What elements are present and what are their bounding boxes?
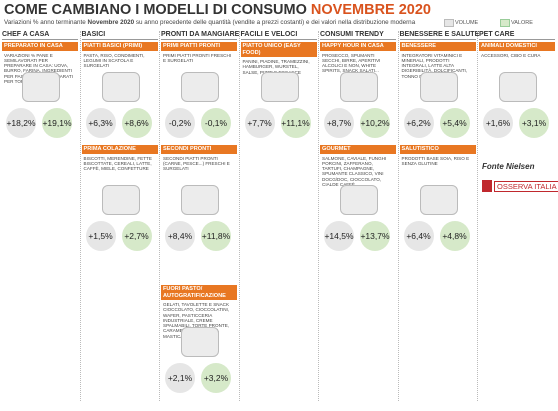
card-description: BISCOTTI, MERENDINE, FETTE BISCOTTATE, C… bbox=[83, 155, 152, 172]
valore-value: +5,4% bbox=[439, 108, 470, 138]
volume-value: +7,7% bbox=[244, 108, 275, 138]
volume-value: +2,1% bbox=[165, 363, 195, 393]
card-label: PREPARATO IN CASA bbox=[2, 42, 78, 51]
title-highlight: NOVEMBRE 2020 bbox=[310, 2, 431, 18]
legend-swatch bbox=[500, 19, 510, 27]
card: HAPPY HOUR IN CASA PROSECCO, SPUMANTI SEC… bbox=[320, 42, 396, 140]
legend-swatch bbox=[444, 19, 454, 27]
column-separator bbox=[477, 31, 478, 401]
valore-value: +19,1% bbox=[42, 108, 72, 138]
title: COME CAMBIANO I MODELLI DI CONSUMO NOVEM… bbox=[4, 2, 431, 18]
logo-mark bbox=[482, 180, 492, 192]
card: BENESSERE INTEGRATORI VITAMINICI E MINERA… bbox=[399, 42, 476, 140]
valore-value: +8,6% bbox=[121, 108, 152, 138]
column-title: CHEF A CASA bbox=[2, 31, 78, 40]
volume-value: +1,5% bbox=[85, 221, 116, 251]
card: PRIMA COLAZIONE BISCOTTI, MERENDINE, FETT… bbox=[81, 145, 158, 253]
card-label: PIATTO UNICO (EASY FOOD) bbox=[240, 42, 317, 57]
illustration bbox=[181, 185, 219, 215]
column-separator bbox=[397, 31, 399, 401]
card-description: PRIMI PIATTI PRONTI FRESCHI E SURGELATI bbox=[163, 52, 232, 63]
card-label: ANIMALI DOMESTICI bbox=[479, 42, 555, 51]
card-description: PRODOTTI BASE SOIA, RISO E SENZA GLUTINE bbox=[401, 155, 470, 166]
illustration bbox=[499, 72, 537, 102]
illustration bbox=[419, 185, 458, 215]
valore-value: +11,8% bbox=[201, 221, 231, 251]
subtitle: Variazioni % anno terminante Novembre 20… bbox=[4, 19, 415, 26]
card-label: HAPPY HOUR IN CASA bbox=[320, 42, 396, 51]
illustration bbox=[340, 185, 378, 215]
illustration bbox=[101, 72, 140, 102]
legend-label: VALORE bbox=[511, 20, 533, 26]
valore-value: +3,1% bbox=[519, 108, 549, 138]
card: PIATTO UNICO (EASY FOOD) PANINI, PIADINE,… bbox=[240, 42, 317, 140]
column-title: FACILI E VELOCI bbox=[240, 31, 317, 40]
illustration bbox=[419, 72, 458, 102]
card-description: PROSECCO, SPUMANTI SECCHI, BIRRE, APERIT… bbox=[322, 52, 381, 74]
subtitle-part: Variazioni % anno terminante bbox=[4, 19, 88, 26]
card-description: PASTA, RISO, CONDIMENTI, LEGUMI IN SCATO… bbox=[83, 52, 145, 69]
valore-value: +11,1% bbox=[280, 108, 311, 138]
column-separator bbox=[318, 31, 319, 401]
column-separator bbox=[159, 31, 160, 401]
valore-value: +4,8% bbox=[439, 221, 470, 251]
column-title: CONSUMI TRENDY bbox=[320, 31, 396, 40]
logo-text: OSSERVA ITALIA bbox=[494, 181, 558, 192]
card-label: GOURMET bbox=[320, 145, 396, 154]
card: PRIMI PIATTI PRONTI PRIMI PIATTI PRONTI F… bbox=[161, 42, 237, 140]
valore-value: +10,2% bbox=[360, 108, 390, 138]
card: ANIMALI DOMESTICI ACCESSORI, CIBO E CURA +… bbox=[479, 42, 555, 140]
volume-value: +8,7% bbox=[324, 108, 354, 138]
column-title: PRONTI DA MANGIARE bbox=[161, 31, 240, 40]
card-description: SALMONE, CAVIALE, FUNGHI PORCINI, ZAFFER… bbox=[322, 155, 387, 187]
illustration bbox=[181, 327, 219, 357]
valore-value: +3,2% bbox=[201, 363, 231, 393]
illustration bbox=[181, 72, 219, 102]
card-label: PIATTI BASICI (PRIMI) bbox=[81, 42, 158, 51]
card-label: SALUTISTICO bbox=[399, 145, 476, 154]
card-description: SECONDI PIATTI PRONTI (CARNE, PESCE...) … bbox=[163, 155, 230, 172]
volume-value: +6,3% bbox=[85, 108, 116, 138]
column-separator bbox=[238, 31, 240, 401]
column-title: PET CARE bbox=[479, 31, 555, 40]
volume-value: -0,2% bbox=[165, 108, 195, 138]
column-title: BASICI bbox=[81, 31, 158, 40]
subtitle-part: Novembre 2020 bbox=[87, 19, 135, 26]
volume-value: +14,5% bbox=[324, 221, 354, 251]
legend-label: VOLUME bbox=[455, 20, 479, 26]
card-label: PRIMA COLAZIONE bbox=[81, 145, 158, 154]
source: Fonte Nielsen bbox=[482, 162, 535, 171]
card: FUORI PASTO/ AUTOGRATIFICAZIONE GELATI, T… bbox=[161, 285, 237, 395]
volume-value: +6,2% bbox=[403, 108, 434, 138]
volume-value: +18,2% bbox=[6, 108, 36, 138]
valore-value: -0,1% bbox=[201, 108, 231, 138]
card: PIATTI BASICI (PRIMI) PASTA, RISO, CONDIM… bbox=[81, 42, 158, 140]
card: SECONDI PRONTI SECONDI PIATTI PRONTI (CAR… bbox=[161, 145, 237, 253]
valore-value: +13,7% bbox=[360, 221, 390, 251]
volume-value: +8,4% bbox=[165, 221, 195, 251]
card-label: FUORI PASTO/ AUTOGRATIFICAZIONE bbox=[161, 285, 237, 300]
volume-value: +1,6% bbox=[483, 108, 513, 138]
card: GOURMET SALMONE, CAVIALE, FUNGHI PORCINI,… bbox=[320, 145, 396, 253]
subtitle-part: su anno precedente delle quantità (vendi… bbox=[134, 19, 416, 26]
illustration bbox=[22, 72, 60, 102]
illustration bbox=[260, 72, 299, 102]
card: PREPARATO IN CASA VARIAZIONI % PANE E SEM… bbox=[2, 42, 78, 140]
card-label: PRIMI PIATTI PRONTI bbox=[161, 42, 237, 51]
column-title: BENESSERE E SALUTE bbox=[399, 31, 480, 40]
card-label: SECONDI PRONTI bbox=[161, 145, 237, 154]
card-label: BENESSERE bbox=[399, 42, 476, 51]
card: SALUTISTICO PRODOTTI BASE SOIA, RISO E SE… bbox=[399, 145, 476, 253]
column-separator bbox=[79, 31, 81, 401]
valore-value: +2,7% bbox=[121, 221, 152, 251]
illustration bbox=[101, 185, 140, 215]
volume-value: +6,4% bbox=[403, 221, 434, 251]
title-main: COME CAMBIANO I MODELLI DI CONSUMO bbox=[4, 2, 307, 18]
illustration bbox=[340, 72, 378, 102]
card-description: ACCESSORI, CIBO E CURA bbox=[481, 52, 541, 58]
